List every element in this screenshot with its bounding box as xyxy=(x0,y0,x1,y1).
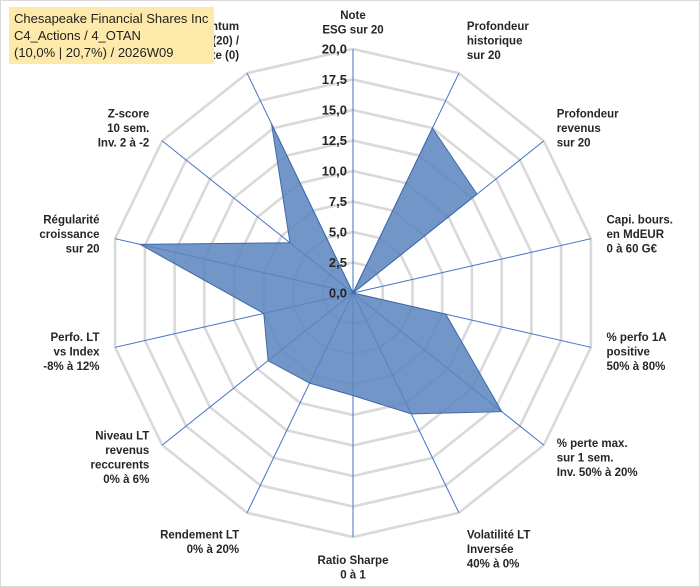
axis-label-line: -8% à 12% xyxy=(43,361,99,373)
axis-label: Z-score 10 sem. Inv. 2 à -2 xyxy=(98,109,150,150)
axis-label-line: 0% à 20% xyxy=(187,544,239,556)
axis-label-line: % perte max. xyxy=(557,438,628,450)
axis-label-line: Inv. 2 à -2 xyxy=(98,138,150,150)
axis-label-line: Inversée xyxy=(467,544,514,556)
r-tick-label: 17,5 xyxy=(322,72,347,87)
axis-label: Profondeur revenus sur 20 xyxy=(557,109,619,150)
axis-label-line: croissance xyxy=(39,229,99,241)
header-line-company: Chesapeake Financial Shares Inc xyxy=(14,11,209,26)
chart-header: Chesapeake Financial Shares Inc C4_Actio… xyxy=(9,7,215,64)
axis-label-line: Niveau LT xyxy=(95,431,149,443)
axis-label-line: 50% à 80% xyxy=(607,361,666,373)
r-tick-label: 2,5 xyxy=(329,255,347,270)
axis-label-line: 40% à 0% xyxy=(467,558,519,570)
axis-label: % perte max. sur 1 sem. Inv. 50% à 20% xyxy=(557,438,638,479)
axis-label-line: sur 20 xyxy=(66,244,100,256)
axis-label-line: ESG sur 20 xyxy=(322,25,383,37)
header-line-stats: (10,0% | 20,7%) / 2026W09 xyxy=(14,45,174,60)
axis-label: Rendement LT 0% à 20% xyxy=(160,529,239,556)
axis-label-line: en MdEUR xyxy=(607,229,665,241)
series-area xyxy=(138,123,503,415)
r-tick-label: 20,0 xyxy=(322,42,347,57)
header-line-category: C4_Actions / 4_OTAN xyxy=(14,28,141,43)
axis-label-line: Inv. 50% à 20% xyxy=(557,467,638,479)
axis-label-line: sur 20 xyxy=(557,138,591,150)
axis-label-line: Profondeur xyxy=(557,109,619,121)
axis-label-line: Rendement LT xyxy=(160,529,239,541)
axis-label-line: Perfo. LT xyxy=(51,332,100,344)
axis-label: Régularité croissance sur 20 xyxy=(39,215,99,256)
r-tick-label: 7,5 xyxy=(329,194,347,209)
axis-label-line: revenus xyxy=(557,123,601,135)
axis-label: Profondeur historique sur 20 xyxy=(467,21,529,62)
axis-label-line: revenus xyxy=(105,445,149,457)
axis-label-line: 0 à 60 G€ xyxy=(607,244,658,256)
axis-spoke xyxy=(352,238,592,294)
axis-label-line: 10 sem. xyxy=(107,123,149,135)
axis-label-line: 0 à 1 xyxy=(340,570,366,582)
axis-label-line: Note xyxy=(340,10,366,22)
axis-label-line: Profondeur xyxy=(467,21,529,33)
axis-label: Volatilité LT Inversée 40% à 0% xyxy=(467,529,530,570)
axis-label-line: vs Index xyxy=(53,347,100,359)
r-tick-label: 0,0 xyxy=(329,286,347,301)
axis-label-line: Z-score xyxy=(108,109,150,121)
axis-label: % perfo 1A positive 50% à 80% xyxy=(607,332,667,373)
axis-label-line: Régularité xyxy=(43,215,99,227)
axis-label-line: Capi. bours. xyxy=(607,215,673,227)
r-tick-label: 12,5 xyxy=(322,133,347,148)
axis-label-line: 0% à 6% xyxy=(103,474,149,486)
axis-label-line: sur 1 sem. xyxy=(557,452,614,464)
axis-label-line: Volatilité LT xyxy=(467,529,530,541)
r-tick-label: 15,0 xyxy=(322,103,347,118)
axis-label-line: % perfo 1A xyxy=(607,332,667,344)
axis-label: Perfo. LT vs Index -8% à 12% xyxy=(43,332,100,373)
axis-label-line: sur 20 xyxy=(467,50,501,62)
axis-label: Note ESG sur 20 xyxy=(322,10,383,37)
axis-label-line: reccurents xyxy=(90,460,149,472)
r-tick-label: 5,0 xyxy=(329,225,347,240)
axis-label-line: positive xyxy=(607,347,650,359)
r-tick-label: 10,0 xyxy=(322,164,347,179)
axis-label-line: historique xyxy=(467,36,523,48)
axis-label-line: Ratio Sharpe xyxy=(318,555,389,567)
axis-label: Niveau LT revenus reccurents 0% à 6% xyxy=(90,431,149,487)
axis-label: Capi. bours. en MdEUR 0 à 60 G€ xyxy=(607,215,673,256)
axis-label: Ratio Sharpe 0 à 1 xyxy=(318,555,389,582)
